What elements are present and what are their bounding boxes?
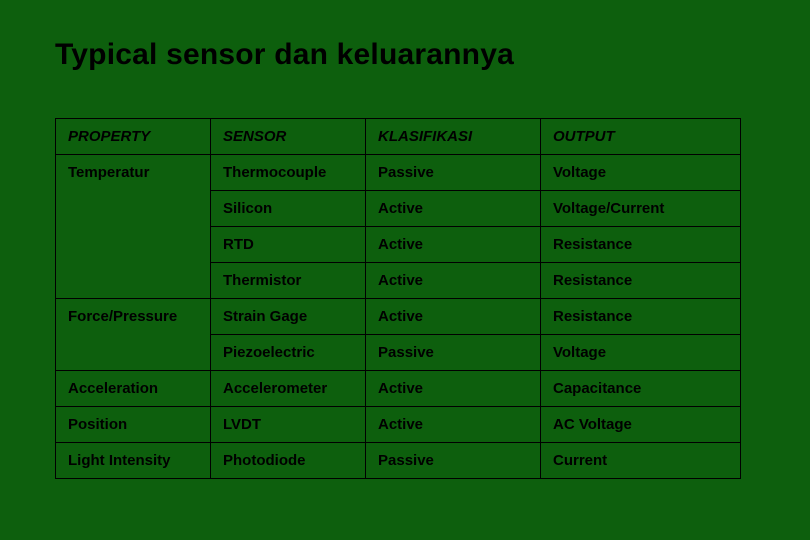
- table-header-row: PROPERTY SENSOR KLASIFIKASI OUTPUT: [56, 119, 741, 155]
- cell-output: Voltage/Current: [541, 191, 741, 227]
- cell-property: [56, 191, 211, 227]
- table-row: TemperaturThermocouplePassiveVoltage: [56, 155, 741, 191]
- table-row: PiezoelectricPassiveVoltage: [56, 335, 741, 371]
- table-row: RTDActiveResistance: [56, 227, 741, 263]
- table-row: Force/PressureStrain GageActiveResistanc…: [56, 299, 741, 335]
- cell-klasifikasi: Active: [366, 191, 541, 227]
- cell-property: Light Intensity: [56, 443, 211, 479]
- cell-klasifikasi: Active: [366, 407, 541, 443]
- slide-title: Typical sensor dan keluarannya: [55, 38, 770, 72]
- cell-output: Resistance: [541, 263, 741, 299]
- cell-sensor: Accelerometer: [211, 371, 366, 407]
- cell-output: Voltage: [541, 155, 741, 191]
- table-row: AccelerationAccelerometerActiveCapacitan…: [56, 371, 741, 407]
- cell-sensor: Thermistor: [211, 263, 366, 299]
- table-body: TemperaturThermocouplePassiveVoltageSili…: [56, 155, 741, 479]
- cell-sensor: Piezoelectric: [211, 335, 366, 371]
- cell-sensor: LVDT: [211, 407, 366, 443]
- cell-klasifikasi: Active: [366, 299, 541, 335]
- cell-property: Position: [56, 407, 211, 443]
- cell-klasifikasi: Passive: [366, 443, 541, 479]
- table-row: ThermistorActiveResistance: [56, 263, 741, 299]
- cell-output: Current: [541, 443, 741, 479]
- cell-property: [56, 263, 211, 299]
- table-row: Light IntensityPhotodiodePassiveCurrent: [56, 443, 741, 479]
- cell-sensor: RTD: [211, 227, 366, 263]
- cell-output: Voltage: [541, 335, 741, 371]
- cell-output: AC Voltage: [541, 407, 741, 443]
- col-header-property: PROPERTY: [56, 119, 211, 155]
- cell-sensor: Photodiode: [211, 443, 366, 479]
- cell-property: [56, 227, 211, 263]
- cell-output: Capacitance: [541, 371, 741, 407]
- slide: Typical sensor dan keluarannya PROPERTY …: [0, 0, 810, 540]
- cell-sensor: Silicon: [211, 191, 366, 227]
- col-header-klasifikasi: KLASIFIKASI: [366, 119, 541, 155]
- cell-klasifikasi: Active: [366, 227, 541, 263]
- cell-sensor: Thermocouple: [211, 155, 366, 191]
- table-row: PositionLVDTActiveAC Voltage: [56, 407, 741, 443]
- cell-output: Resistance: [541, 227, 741, 263]
- cell-output: Resistance: [541, 299, 741, 335]
- col-header-sensor: SENSOR: [211, 119, 366, 155]
- cell-klasifikasi: Passive: [366, 335, 541, 371]
- cell-property: Force/Pressure: [56, 299, 211, 335]
- cell-klasifikasi: Active: [366, 263, 541, 299]
- cell-klasifikasi: Active: [366, 371, 541, 407]
- cell-sensor: Strain Gage: [211, 299, 366, 335]
- table-row: SiliconActiveVoltage/Current: [56, 191, 741, 227]
- sensor-table: PROPERTY SENSOR KLASIFIKASI OUTPUT Tempe…: [55, 118, 741, 479]
- cell-property: Acceleration: [56, 371, 211, 407]
- col-header-output: OUTPUT: [541, 119, 741, 155]
- cell-property: [56, 335, 211, 371]
- cell-klasifikasi: Passive: [366, 155, 541, 191]
- cell-property: Temperatur: [56, 155, 211, 191]
